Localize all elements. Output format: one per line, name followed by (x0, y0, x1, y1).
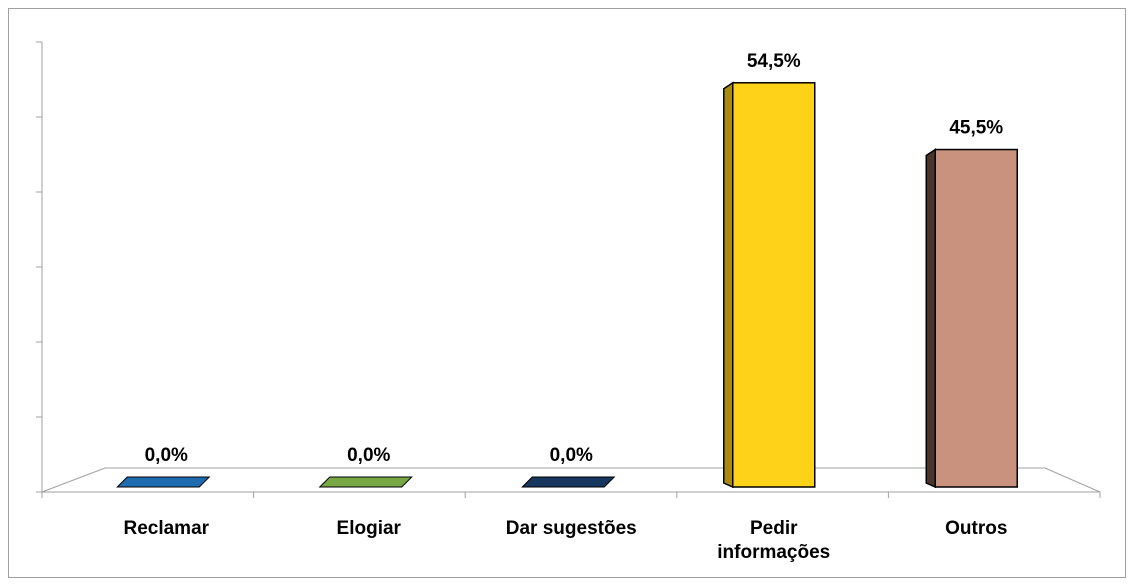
value-label: 0,0% (550, 445, 593, 466)
bar (732, 82, 816, 488)
value-label: 54,5% (747, 51, 801, 72)
bar (521, 476, 616, 488)
x-tick-label: Pedir informações (717, 518, 831, 563)
bar-side (723, 81, 734, 489)
bar-side (925, 148, 936, 489)
x-tick-label: Reclamar (123, 518, 210, 539)
x-tick-label: Elogiar (336, 518, 401, 539)
x-tick-label: Dar sugestões (505, 518, 637, 539)
bar (934, 148, 1018, 488)
value-label: 0,0% (145, 445, 188, 466)
value-label: 0,0% (347, 445, 390, 466)
bar (318, 476, 413, 488)
bar (116, 476, 211, 488)
value-label: 45,5% (949, 118, 1003, 139)
x-tick-label: Outros (945, 518, 1008, 539)
